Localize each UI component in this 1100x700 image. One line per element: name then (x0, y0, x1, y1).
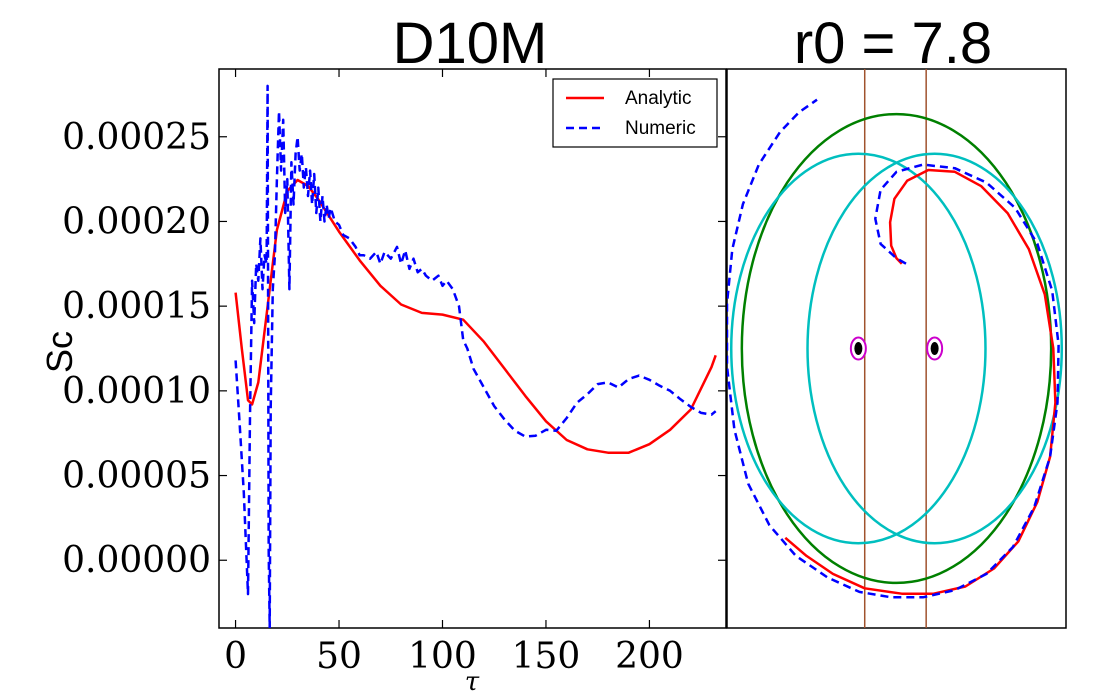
green-orbit (740, 112, 1053, 585)
y-tick-label: 0.00010 (62, 371, 211, 412)
y-tick-label: 0.00025 (62, 117, 211, 158)
y-tick-label: 0.00020 (62, 201, 211, 242)
y-tick-label: 0.00015 (62, 286, 211, 327)
legend-label-analytic: Analytic (625, 88, 692, 109)
x-tick-label: 0 (224, 636, 247, 677)
cyan-orbit-right (806, 152, 1064, 545)
legend-box (552, 78, 718, 148)
x-tick-label: 200 (615, 636, 684, 677)
legend: Analytic Numeric (552, 78, 718, 148)
right-plot-area (726, 68, 1067, 629)
left-plot-frame (218, 68, 727, 629)
body-point-2 (930, 342, 939, 355)
blue-dashed-spiral (727, 98, 1060, 599)
series-analytic-line (234, 178, 717, 454)
x-tick-label: 50 (316, 636, 362, 677)
cyan-orbit-left (729, 152, 987, 545)
left-series-group (234, 84, 717, 628)
left-plot-area: 0 50 100 150 200 0.00000 0.00005 0.00010 0.00015… (62, 68, 727, 677)
x-tick-label: 100 (408, 636, 477, 677)
legend-label-numeric: Numeric (625, 118, 696, 139)
x-tick-label: 150 (512, 636, 581, 677)
x-axis-label: τ (465, 667, 480, 697)
left-chart-title: D10M (393, 11, 548, 76)
body-point-1 (854, 342, 863, 355)
red-spiral (784, 168, 1057, 595)
right-chart-title: r0 = 7.8 (794, 11, 992, 76)
y-axis-label: Sc (39, 331, 80, 373)
left-axis-ticks: 0 50 100 150 200 0.00000 0.00005 0.00010 0.00015… (62, 69, 726, 677)
right-orbit-group (727, 69, 1064, 628)
y-tick-label: 0.00005 (62, 456, 211, 497)
y-tick-label: 0.00000 (62, 540, 211, 581)
series-numeric-line (234, 84, 717, 628)
